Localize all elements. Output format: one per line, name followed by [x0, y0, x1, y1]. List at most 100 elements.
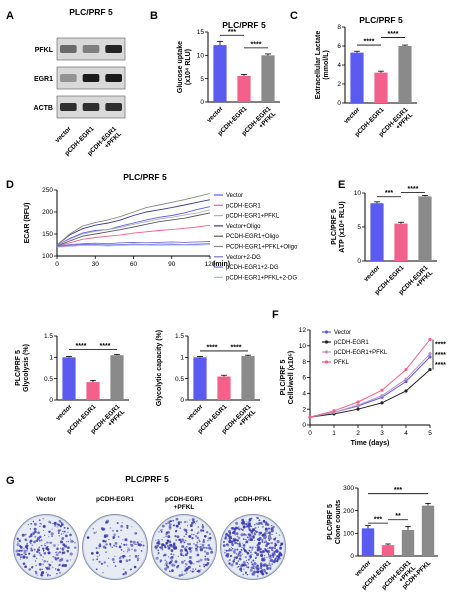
y-tick-label: 10	[197, 53, 205, 60]
category-label-line: vector	[343, 106, 362, 125]
colony	[19, 545, 22, 548]
colony	[106, 565, 109, 567]
colony	[50, 532, 54, 536]
colony	[61, 537, 65, 540]
legend-entry: PFKL	[334, 360, 350, 366]
colony	[184, 573, 186, 576]
colony	[183, 559, 186, 562]
colony	[114, 565, 117, 567]
colony	[169, 560, 173, 564]
colony	[43, 559, 47, 563]
y-tick-label: 200	[42, 209, 53, 216]
colony	[95, 568, 98, 571]
series-line-1	[309, 369, 431, 418]
colony	[120, 555, 122, 558]
x-tick-label: 90	[168, 261, 176, 268]
colony	[121, 522, 123, 524]
series-line-3	[56, 199, 211, 246]
colony	[197, 569, 201, 573]
colony	[246, 564, 248, 566]
colony	[185, 533, 187, 535]
colony	[186, 521, 188, 523]
colony	[124, 572, 128, 575]
colony	[168, 540, 172, 544]
y-tick-label: 1	[180, 355, 184, 362]
colony	[261, 523, 263, 526]
colony	[165, 564, 168, 567]
colony	[102, 527, 106, 531]
data-point	[428, 367, 432, 372]
colony	[182, 554, 185, 557]
colony	[184, 547, 186, 549]
panel-e-letter: E	[338, 179, 345, 191]
colony	[253, 574, 256, 576]
y-tick-label: 0.5	[175, 376, 184, 383]
colony	[172, 544, 176, 548]
colony	[34, 535, 37, 538]
colony	[273, 550, 276, 553]
colony	[269, 542, 271, 544]
colony	[57, 552, 60, 554]
colony	[238, 544, 242, 548]
colony	[271, 549, 274, 552]
colony	[278, 534, 281, 536]
colony	[261, 557, 265, 561]
colony	[247, 538, 251, 541]
colony	[35, 572, 38, 575]
colony	[166, 545, 169, 547]
series-line-2	[56, 209, 211, 246]
colony	[18, 554, 21, 557]
colony	[173, 546, 175, 548]
colony	[244, 555, 247, 559]
colony	[249, 555, 252, 558]
colony	[24, 565, 27, 569]
colony	[231, 543, 234, 546]
colony	[259, 570, 262, 573]
colony	[181, 571, 183, 573]
colony	[275, 537, 277, 539]
colony	[120, 548, 123, 551]
colony	[257, 543, 260, 546]
y-axis-label: Glycolytic capacity (%)	[156, 330, 163, 406]
colony	[253, 570, 257, 574]
colony	[264, 537, 267, 540]
plate-label: pCDH-PFKL	[234, 496, 271, 503]
colony	[198, 539, 201, 542]
colony	[67, 540, 70, 543]
colony	[264, 556, 266, 559]
colony	[134, 554, 138, 558]
y-tick-label: 0	[180, 397, 184, 404]
panel-c-letter: C	[290, 10, 298, 22]
colony	[264, 569, 266, 571]
colony	[37, 531, 40, 535]
colony	[246, 561, 249, 564]
colony	[229, 548, 231, 550]
x-tick-label: 120	[205, 261, 216, 268]
colony	[259, 566, 263, 570]
colony	[24, 533, 27, 536]
western-blot	[56, 37, 126, 119]
colony	[264, 521, 268, 524]
colony	[184, 530, 186, 532]
colony	[178, 574, 182, 577]
colony	[142, 544, 145, 547]
bar-3	[421, 505, 435, 556]
colony	[124, 555, 127, 557]
colony	[247, 566, 250, 569]
colony	[235, 521, 239, 525]
colony	[26, 542, 28, 545]
colony	[128, 558, 131, 562]
colony	[46, 574, 49, 577]
colony	[70, 539, 74, 543]
colony	[65, 541, 68, 543]
colony	[54, 568, 57, 570]
y-axis-label-line: ATP (x10⁴ RLU)	[339, 201, 346, 252]
panel-b-letter: B	[150, 10, 158, 22]
colony	[109, 543, 112, 546]
colony	[92, 558, 95, 561]
colony	[203, 565, 206, 568]
colony	[190, 521, 194, 524]
colony	[194, 543, 198, 547]
colony	[186, 572, 188, 574]
y-tick-label: 1	[49, 355, 53, 362]
